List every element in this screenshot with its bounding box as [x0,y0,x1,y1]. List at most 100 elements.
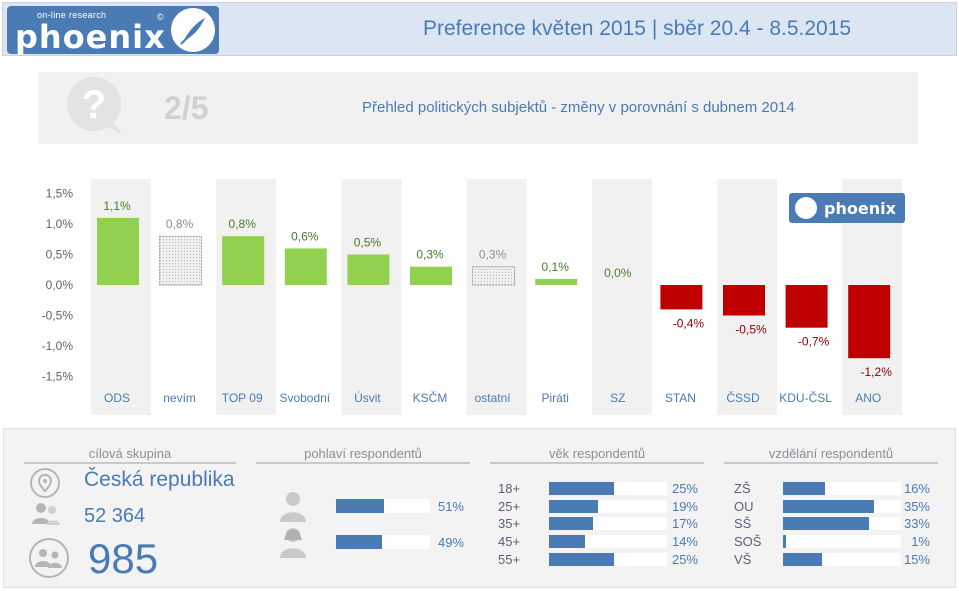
x-tick-label: SZ [610,391,625,405]
bar-track [549,535,667,549]
divider [256,462,470,464]
bar-fill [549,535,586,549]
x-tick-label: nevím [163,391,196,405]
bar-track [783,517,901,531]
male-icon [278,490,308,527]
x-tick-label: ostatní [475,391,512,405]
data-label: -1,2% [861,365,893,379]
age-value: 25% [671,551,698,567]
education-label: VŠ [734,551,752,567]
y-tick-label: -1,0% [42,339,74,353]
age-heading: věk respondentů [548,446,646,461]
column-background [91,179,151,415]
x-tick-label: ODS [104,391,130,405]
bar-fill [549,482,614,495]
education-value: 33% [903,516,930,532]
bar-track [783,535,901,549]
target-population: 52 364 [84,505,146,527]
bar [472,266,516,286]
header: on-line research phoenix © Preference kv… [2,2,957,56]
divider [724,462,938,464]
x-tick-label: Svobodní [279,391,330,405]
bar [284,248,327,285]
logo-tagline: on-line research [37,10,107,20]
x-tick-label: Piráti [542,391,569,405]
data-label: 0,3% [416,248,444,262]
age-label: 55+ [498,551,521,567]
bar [347,254,390,285]
data-label: -0,7% [798,335,830,349]
question-bubble-icon: ? [40,76,124,136]
respondent-count: 985 [88,535,159,582]
column-background [466,179,527,415]
education-value: 16% [903,481,930,496]
bar [723,285,765,316]
column-background [216,179,277,415]
bar-fill [783,552,822,566]
bar-fill [549,499,599,513]
bar-fill [336,535,383,549]
bar-fill [549,517,594,531]
x-tick-label: ANO [855,391,881,405]
bar [410,266,452,285]
bar [848,285,891,359]
data-label: 0,5% [354,236,382,250]
bar-track [336,535,430,549]
logo-wordmark: phoenix [15,18,166,56]
bar-fill [783,499,874,513]
age-label: 45+ [498,534,521,550]
education-label: SŠ [734,516,752,532]
data-label: 0,8% [166,217,194,231]
bar [97,217,139,285]
education-label: ZŠ [734,481,751,496]
bar [785,285,828,328]
data-label: 0,8% [229,217,257,231]
data-label: 0,6% [291,229,319,243]
bar-fill [783,517,869,531]
bar-chart: 1,5% 1,0% 0,5% 0,0% -0,5% -1,0% -1,5% 1,1% ODS 0,… [42,179,905,415]
bar-track [783,482,901,495]
y-tick-label: 0,0% [46,278,74,292]
phoenix-watermark-logo [789,193,905,223]
y-tick-label: 1,5% [46,187,74,201]
bar-fill [783,482,825,495]
bar-track [336,499,430,513]
age-label: 35+ [498,516,521,532]
divider [490,462,704,464]
education-heading: vzdělání respondentů [768,446,894,461]
education-label: SOŠ [734,534,762,550]
subtitle-bar [38,72,918,144]
y-tick-label: 1,0% [46,217,74,231]
age-value: 17% [671,516,698,532]
bar-track [549,517,667,531]
bar-track [783,552,901,566]
y-tick-label: -0,5% [42,309,74,323]
bar [660,285,703,310]
bar-track [783,499,901,513]
bar-track [549,499,667,513]
gender-value: 51% [437,499,464,514]
feather-icon [795,197,817,219]
slide-number: 2/5 [164,90,209,126]
bar-track [549,482,667,495]
gender-bar-row [336,499,436,513]
logo-copyright: © [157,12,164,22]
column-background [591,179,652,415]
column-background [341,179,402,415]
feather-icon [171,8,215,52]
divider [24,462,236,464]
watermark-text: phoenix [824,199,897,218]
data-label: -0,4% [673,316,705,330]
data-label: 0,0% [604,266,632,280]
bar [159,235,203,286]
female-icon [278,526,308,563]
svg-text:?: ? [82,83,106,127]
target-group-heading: cílová skupina [88,446,172,461]
target-country: Česká republika [84,468,235,491]
y-tick-label: -1,5% [42,370,74,384]
location-pin-icon [30,468,60,503]
gender-bar-row [336,535,436,549]
bar [222,236,265,285]
chart-subtitle: Přehled politických subjektů - změny v p… [362,99,795,116]
education-value: 15% [903,551,930,567]
